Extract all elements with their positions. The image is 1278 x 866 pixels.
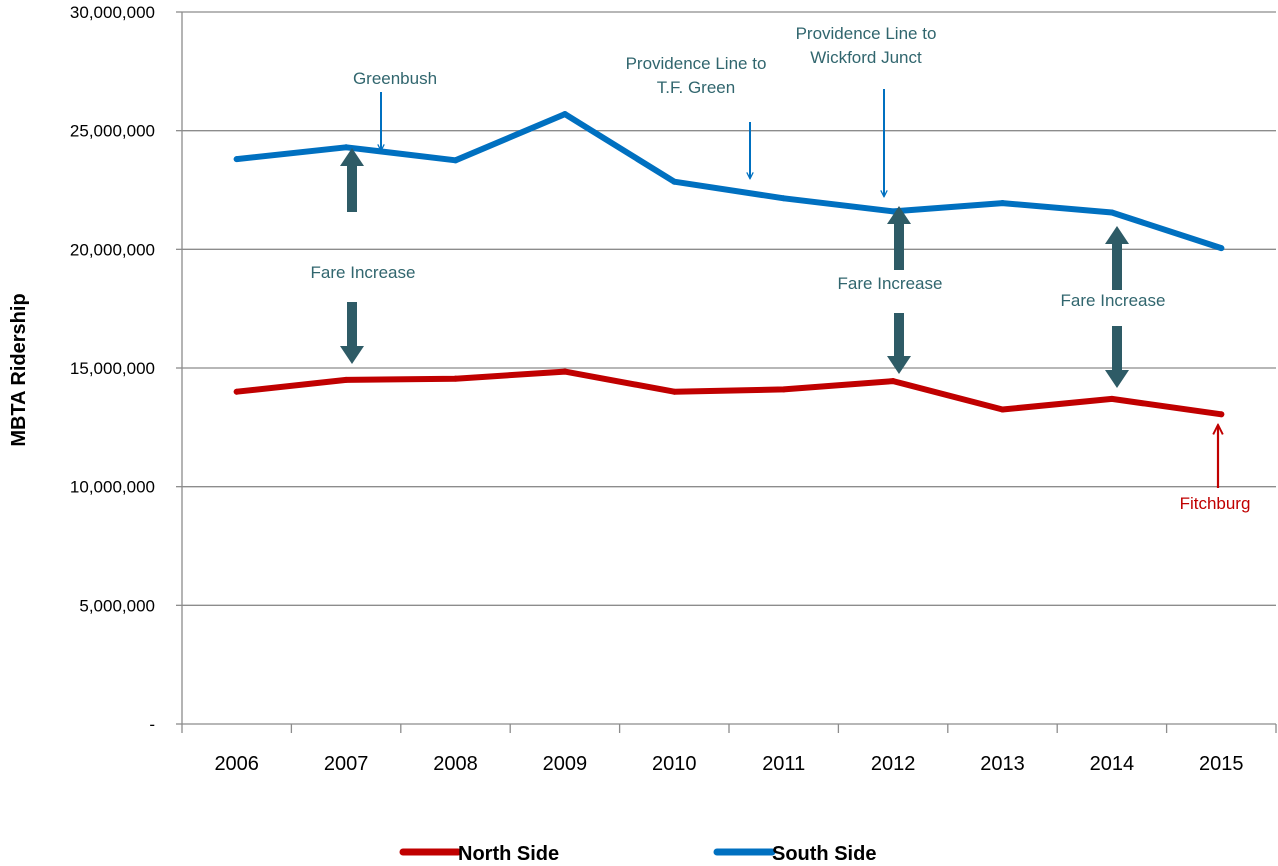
data-point [561, 368, 568, 375]
y-tick-label: - [149, 715, 155, 734]
y-tick-label: 25,000,000 [70, 122, 155, 141]
data-point [343, 376, 350, 383]
fare-increase-arrow [1105, 226, 1129, 290]
data-point [999, 406, 1006, 413]
data-point [1218, 245, 1225, 252]
data-point [1218, 411, 1225, 418]
data-point [999, 200, 1006, 207]
data-point [343, 144, 350, 151]
fare-increase-arrow [887, 313, 911, 374]
x-axis: 2006 2007 2008 2009 2010 2011 2012 2013 2014 2015 [181, 12, 1277, 775]
data-point [671, 178, 678, 185]
x-tick-label: 2011 [762, 753, 805, 775]
y-tick-label: 30,000,000 [70, 3, 155, 22]
data-point [452, 375, 459, 382]
annotation-label: Fare Increase [1061, 291, 1166, 310]
data-point [780, 386, 787, 393]
annotation-label: Fitchburg [1180, 494, 1251, 513]
x-tick-label: 2013 [980, 753, 1025, 775]
annotation-label: Providence Line to [796, 24, 937, 43]
series-line-north-side [233, 368, 1225, 418]
annotation-label: Providence Line to [626, 54, 767, 73]
x-tick-label: 2008 [433, 753, 478, 775]
data-point [780, 195, 787, 202]
annotation-label: Fare Increase [838, 274, 943, 293]
fare-increase-arrow [1105, 326, 1129, 388]
annotation-label: Wickford Junct [810, 48, 922, 67]
legend-label: North Side [458, 843, 559, 865]
x-tick-label: 2012 [871, 753, 916, 775]
data-point [1108, 209, 1115, 216]
x-tick-label: 2009 [543, 753, 588, 775]
y-axis-label: MBTA Ridership [8, 293, 30, 446]
data-point [890, 378, 897, 385]
y-tick-label: 20,000,000 [70, 240, 155, 259]
y-tick-label: 5,000,000 [79, 596, 155, 615]
fare-increase-arrow [887, 206, 911, 270]
annotations: Greenbush Providence Line to T.F. Green Pro… [311, 24, 1251, 513]
x-tick-label: 2014 [1090, 753, 1135, 775]
fare-increase-arrow [340, 148, 364, 212]
series-lines [233, 111, 1225, 418]
x-tick-label: 2015 [1199, 753, 1244, 775]
data-point [233, 156, 240, 163]
data-point [452, 157, 459, 164]
annotation-label: Fare Increase [311, 263, 416, 282]
x-tick-label: 2006 [214, 753, 259, 775]
x-tick-label: 2007 [324, 753, 369, 775]
data-point [233, 388, 240, 395]
y-tick-label: 15,000,000 [70, 359, 155, 378]
data-point [561, 111, 568, 118]
series-line-south-side [233, 111, 1225, 252]
grid-lines [176, 11, 1276, 725]
annotation-label: Greenbush [353, 69, 437, 88]
data-point [671, 388, 678, 395]
legend: North Side South Side [399, 843, 876, 865]
annotation-arrows [340, 89, 1218, 488]
legend-label: South Side [772, 843, 876, 865]
data-point [1108, 395, 1115, 402]
x-tick-label: 2010 [652, 753, 697, 775]
y-axis-ticks: - 5,000,000 10,000,000 15,000,000 20,000,000… [70, 3, 155, 734]
annotation-label: T.F. Green [657, 78, 735, 97]
fare-increase-arrow [340, 302, 364, 364]
y-tick-label: 10,000,000 [70, 478, 155, 497]
